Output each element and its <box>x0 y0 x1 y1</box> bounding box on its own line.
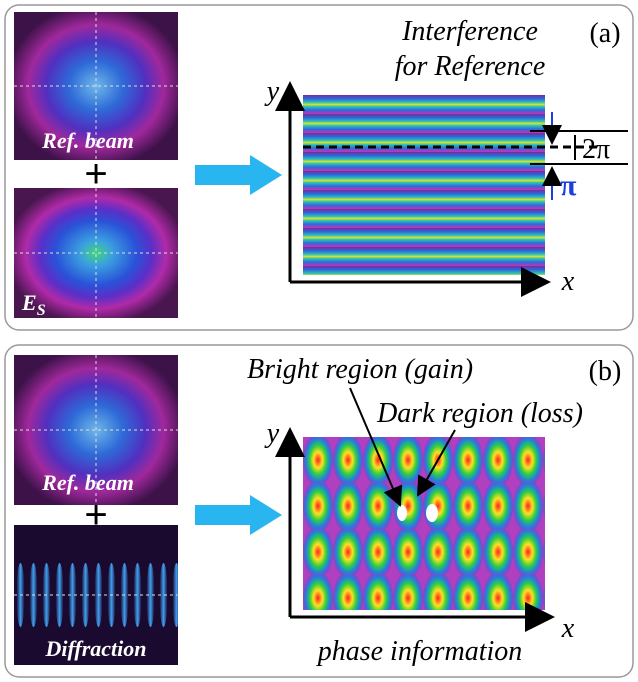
plus: + <box>84 493 107 537</box>
figure: Ref. beam ES + Interference for Referenc… <box>0 0 638 682</box>
label-main: E <box>21 290 37 315</box>
interference-image <box>303 437 545 610</box>
bright-spot <box>426 504 438 522</box>
bright-spot <box>397 505 407 521</box>
interference-image <box>303 95 545 275</box>
annotation: Bright region (gain) <box>247 354 473 385</box>
y-label: y <box>264 76 280 107</box>
x-label: x <box>561 266 575 297</box>
panel-label: (b) <box>589 356 622 387</box>
caption: phase information <box>316 636 523 667</box>
panel-label: (a) <box>589 18 620 49</box>
input-label: Ref. beam <box>41 128 134 153</box>
plus: + <box>84 152 107 196</box>
input-label: Ref. beam <box>41 470 134 495</box>
y-label: y <box>264 418 280 449</box>
input-label: Diffraction <box>44 636 146 661</box>
annotation: π <box>560 169 577 202</box>
title: for Reference <box>395 51 546 82</box>
x-label: x <box>561 613 575 644</box>
page: {"panels": [ {"label": "(a)", "title_lin… <box>0 0 638 682</box>
annotation: 2π <box>582 134 610 165</box>
annotation: Dark region (loss) <box>376 398 583 429</box>
label-sub: S <box>37 302 46 319</box>
title: Interference <box>401 16 538 47</box>
